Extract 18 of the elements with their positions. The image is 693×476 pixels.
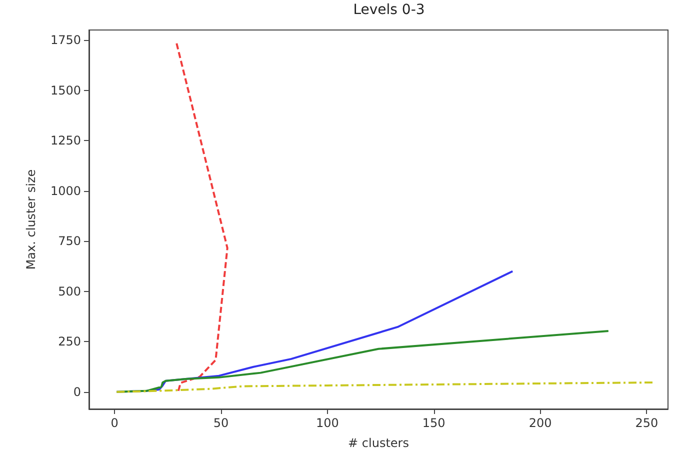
line-series	[175, 41, 228, 392]
y-tick-label: 1000	[50, 184, 81, 198]
y-tick-label: 250	[58, 334, 81, 349]
y-tick-label: 1250	[50, 134, 81, 148]
y-tick-label: 0	[73, 384, 81, 399]
y-tick-label: 1500	[50, 83, 81, 98]
x-tick-label: 100	[316, 416, 339, 430]
x-tick-label: 200	[528, 416, 552, 430]
y-tick-label: 1750	[50, 33, 81, 48]
y-tick-label: 750	[58, 234, 81, 248]
y-tick-label: 500	[58, 284, 81, 298]
chart-title: Levels 0-3	[353, 2, 425, 18]
x-tick-label: 250	[635, 416, 658, 430]
x-tick-label: 150	[422, 416, 446, 430]
x-tick-label: 0	[110, 416, 118, 430]
x-axis-title: # clusters	[348, 436, 409, 450]
x-tick-label: 50	[213, 416, 229, 430]
y-axis-title: Max. cluster size	[24, 169, 38, 270]
